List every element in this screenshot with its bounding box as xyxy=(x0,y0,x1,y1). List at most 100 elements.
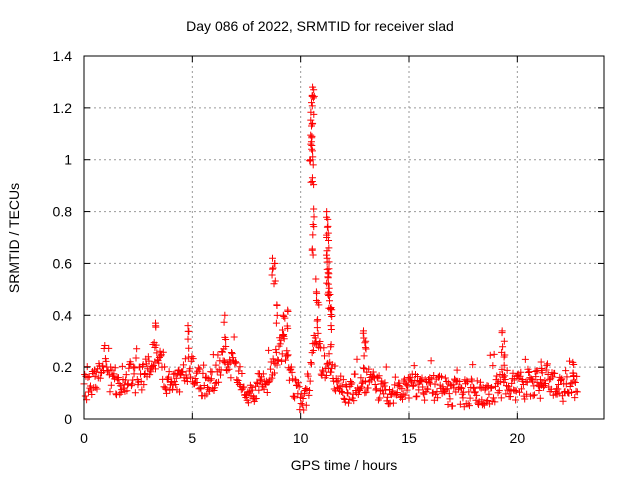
data-point xyxy=(327,368,335,376)
data-point xyxy=(255,386,263,394)
data-point xyxy=(310,92,318,100)
data-point xyxy=(145,357,153,365)
data-point xyxy=(309,231,317,239)
data-point xyxy=(179,368,187,376)
data-point xyxy=(529,377,536,385)
data-point xyxy=(285,376,293,384)
data-point xyxy=(529,392,537,400)
data-point xyxy=(501,372,509,380)
data-point xyxy=(260,385,268,393)
data-point xyxy=(300,406,308,414)
data-point xyxy=(478,396,486,404)
data-point xyxy=(183,374,191,382)
data-point xyxy=(382,363,390,371)
data-point xyxy=(214,351,222,359)
data-point xyxy=(212,361,220,369)
data-point xyxy=(381,379,389,387)
data-point xyxy=(256,377,264,385)
data-point xyxy=(571,394,579,402)
data-point xyxy=(555,380,562,388)
data-point xyxy=(570,361,578,369)
data-point xyxy=(273,302,281,310)
data-point xyxy=(392,390,400,398)
data-point xyxy=(200,361,208,369)
data-point xyxy=(360,365,368,373)
data-point xyxy=(295,383,303,391)
data-point xyxy=(184,327,192,335)
data-point xyxy=(197,385,205,393)
data-point xyxy=(473,377,481,385)
y-tick-label: 0.4 xyxy=(53,307,73,323)
data-point xyxy=(105,371,113,379)
data-point xyxy=(356,385,364,393)
data-point xyxy=(84,373,92,381)
data-point xyxy=(511,387,519,395)
data-point xyxy=(538,364,546,372)
data-point xyxy=(517,368,525,376)
chart-title: Day 086 of 2022, SRMTID for receiver sla… xyxy=(186,18,454,34)
data-point xyxy=(319,366,327,374)
data-point xyxy=(259,370,267,378)
data-point xyxy=(562,380,570,388)
data-point xyxy=(433,388,441,396)
data-point xyxy=(271,277,279,285)
data-point xyxy=(371,380,379,388)
data-point xyxy=(308,360,315,368)
data-point xyxy=(324,274,332,282)
data-point xyxy=(485,390,493,398)
data-point xyxy=(221,311,229,319)
data-point xyxy=(327,326,335,334)
y-tick-label: 0.8 xyxy=(53,204,73,220)
y-tick-label: 0 xyxy=(64,411,72,427)
data-point xyxy=(445,390,453,398)
data-point xyxy=(444,401,452,409)
data-point xyxy=(473,391,481,399)
data-point xyxy=(287,363,295,371)
data-point xyxy=(530,391,538,399)
data-point xyxy=(348,379,356,387)
data-point xyxy=(326,291,334,299)
data-point xyxy=(521,355,529,363)
data-point xyxy=(165,368,173,376)
data-point xyxy=(358,383,366,391)
data-point xyxy=(360,352,368,360)
data-point xyxy=(498,329,506,337)
data-point xyxy=(300,390,308,398)
data-point xyxy=(500,353,508,361)
data-point xyxy=(236,363,244,371)
data-point xyxy=(322,251,330,259)
data-point xyxy=(314,316,322,324)
data-point xyxy=(375,372,383,380)
data-point xyxy=(411,376,419,384)
data-point xyxy=(85,373,93,381)
data-point xyxy=(138,386,146,394)
x-tick-label: 0 xyxy=(80,430,88,446)
data-point xyxy=(557,376,565,384)
data-point xyxy=(124,381,132,389)
data-point xyxy=(385,400,393,408)
data-point xyxy=(215,378,223,386)
data-point xyxy=(91,372,99,380)
data-point xyxy=(495,387,503,395)
data-point xyxy=(265,346,273,354)
data-point xyxy=(130,370,138,378)
data-point xyxy=(573,372,581,380)
data-point xyxy=(310,110,318,118)
data-point xyxy=(543,360,551,368)
data-point xyxy=(333,378,341,386)
data-point xyxy=(551,369,559,377)
data-point xyxy=(376,394,384,402)
data-point xyxy=(410,362,418,370)
data-point xyxy=(517,385,525,393)
data-point xyxy=(181,355,189,363)
data-point xyxy=(500,337,508,345)
data-point xyxy=(199,369,207,377)
data-point xyxy=(310,181,318,189)
data-point xyxy=(362,345,370,353)
data-point xyxy=(182,371,190,379)
data-point xyxy=(566,357,574,365)
data-point xyxy=(523,378,531,386)
data-point xyxy=(274,357,282,365)
data-point xyxy=(393,388,401,396)
data-point xyxy=(88,390,96,398)
